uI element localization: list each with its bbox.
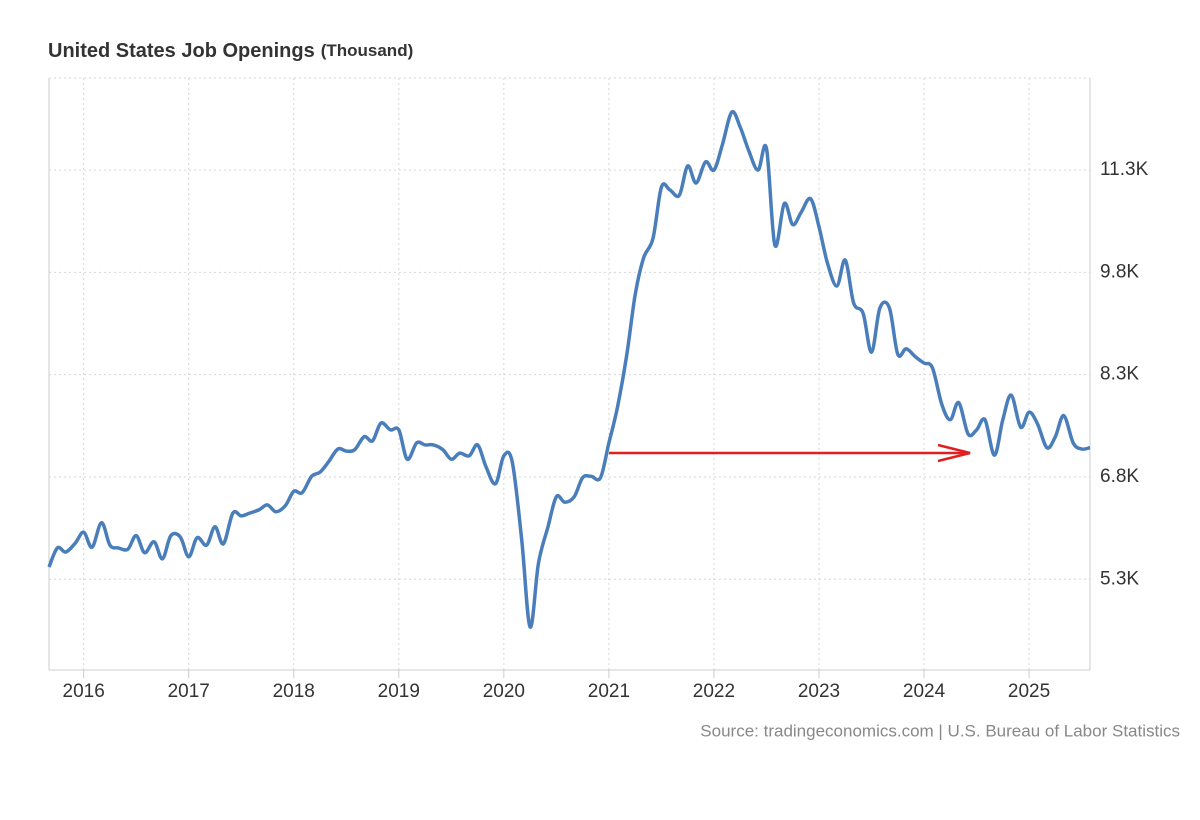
x-tick-label: 2016 [63,681,105,702]
y-tick-label: 8.3K [1100,364,1139,385]
y-tick-label: 5.3K [1100,568,1139,589]
x-tick-label: 2022 [693,681,735,702]
y-tick-label: 6.8K [1100,466,1139,487]
x-tick-label: 2021 [588,681,630,702]
y-tick-label: 11.3K [1100,159,1149,180]
series-line [47,109,1091,629]
x-tick-label: 2025 [1008,681,1050,702]
annotation-arrow [609,443,971,463]
x-tick-label: 2018 [273,681,315,702]
arrow-head [937,443,971,463]
source: Source: tradingeconomics.com | U.S. Bure… [700,721,1180,740]
x-tick-label: 2024 [903,681,946,702]
title: United States Job Openings [48,40,315,62]
x-tick-label: 2019 [378,681,420,702]
chart-title: United States Job Openings (Thousand) [48,40,413,62]
plot: 5.3K 6.8K 8.3K 9.8K 11.3K 2016 2017 2018 2019 202… [47,77,1149,702]
x-tick-label: 2020 [483,681,525,702]
x-tick-label: 2023 [798,681,840,702]
subtitle: (Thousand) [321,41,414,60]
y-tick-label: 9.8K [1100,261,1139,282]
x-tick-label: 2017 [168,681,210,702]
